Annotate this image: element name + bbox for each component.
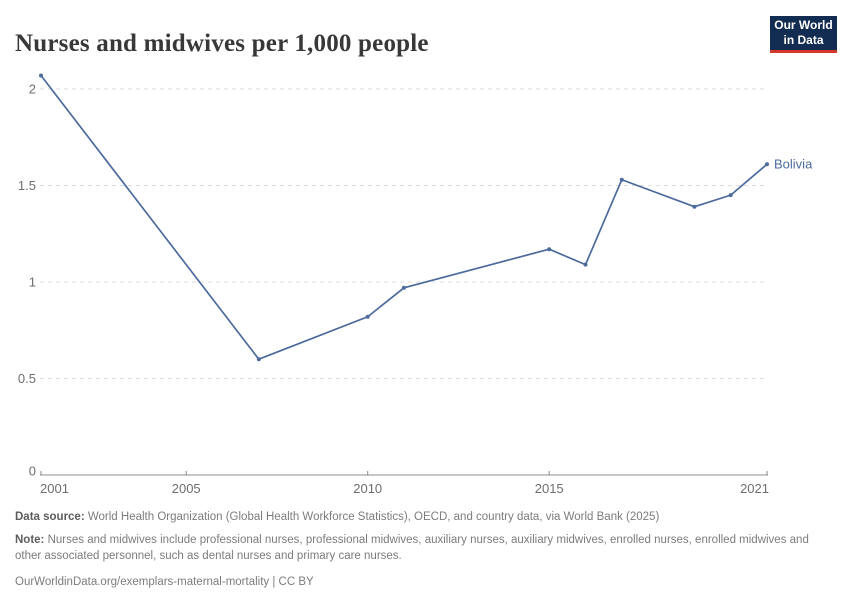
note-label: Note: xyxy=(15,533,45,546)
x-tick-label-2010: 2010 xyxy=(353,481,382,496)
y-tick-label-0: 0 xyxy=(29,464,36,479)
x-tick-label-2015: 2015 xyxy=(535,481,564,496)
data-point-bolivia-2001[interactable] xyxy=(39,73,43,78)
data-source-text: World Health Organization (Global Health… xyxy=(84,511,660,523)
data-point-bolivia-2020[interactable] xyxy=(728,193,733,198)
data-point-bolivia-2010[interactable] xyxy=(365,314,370,319)
y-tick-label-0.5: 0.5 xyxy=(18,371,36,386)
series-end-label-bolivia[interactable]: Bolivia xyxy=(774,156,813,171)
owid-logo-line2: in Data xyxy=(783,33,824,47)
note-text: Nurses and midwives include professional… xyxy=(15,533,809,563)
data-point-bolivia-2015[interactable] xyxy=(547,247,552,252)
data-point-bolivia-2016[interactable] xyxy=(583,262,588,267)
y-tick-label-1.5: 1.5 xyxy=(18,178,36,193)
data-source-line: Data source: World Health Organization (… xyxy=(15,509,835,526)
page-title: Nurses and midwives per 1,000 people xyxy=(15,29,429,57)
data-point-bolivia-2021[interactable] xyxy=(765,162,769,167)
y-tick-label-1: 1 xyxy=(29,275,36,290)
data-point-bolivia-2019[interactable] xyxy=(692,204,697,209)
data-point-bolivia-2017[interactable] xyxy=(619,177,624,182)
data-point-bolivia-2011[interactable] xyxy=(402,285,406,290)
data-source-label: Data source: xyxy=(15,511,85,523)
x-tick-label-2001: 2001 xyxy=(40,481,69,496)
x-tick-label-2021: 2021 xyxy=(740,481,769,496)
x-tick-label-2005: 2005 xyxy=(172,481,201,496)
data-point-bolivia-2007[interactable] xyxy=(256,357,261,362)
note-line: Note: Nurses and midwives include profes… xyxy=(15,532,835,565)
owid-logo-line1: Our World xyxy=(774,18,833,32)
series-line-bolivia[interactable] xyxy=(40,74,768,361)
line-chart[interactable]: 0 0.5 1 1.5 2 2001 2005 2010 2015 2021 Bolivia xyxy=(0,60,850,505)
chart-footer: Data source: World Health Organization (… xyxy=(15,509,835,596)
footer-citation-link[interactable]: OurWorldinData.org/exemplars-maternal-mo… xyxy=(15,575,314,588)
owid-logo[interactable]: Our World in Data xyxy=(770,16,837,53)
y-tick-label-2: 2 xyxy=(29,82,36,97)
